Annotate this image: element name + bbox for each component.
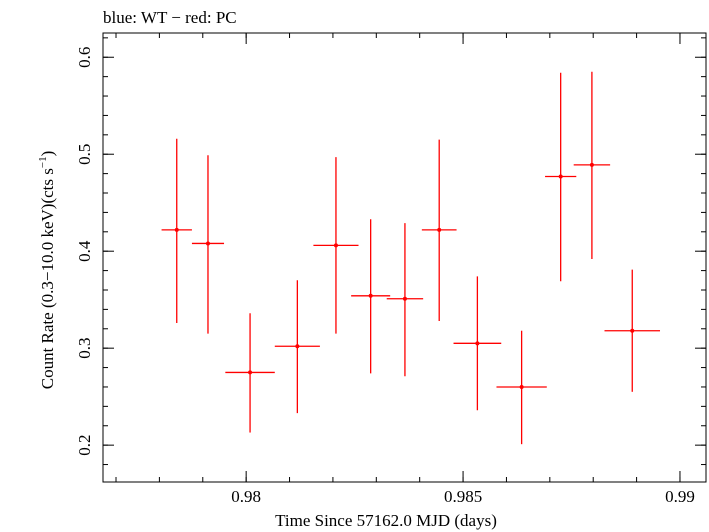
y-tick-label: 0.2 xyxy=(75,435,94,456)
data-point xyxy=(386,223,424,377)
point-marker xyxy=(174,227,179,232)
point-marker xyxy=(205,241,210,246)
chart-title: blue: WT − red: PC xyxy=(103,8,237,27)
data-point xyxy=(496,330,547,445)
tick-labels: 0.98 0.985 0.99 0.2 0.3 0.4 0.5 0.6 xyxy=(75,47,695,506)
data-point xyxy=(573,71,611,259)
data-point xyxy=(274,280,320,414)
point-marker xyxy=(558,174,563,179)
y-tick-label: 0.6 xyxy=(75,47,94,68)
data-point xyxy=(225,313,275,433)
y-tick-label: 0.3 xyxy=(75,338,94,359)
plot-frame xyxy=(102,32,707,483)
point-marker xyxy=(630,328,635,333)
y-axis-label-exponent: −1 xyxy=(37,156,49,168)
x-tick-label: 0.99 xyxy=(665,487,695,506)
x-axis-label: Time Since 57162.0 MJD (days) xyxy=(275,511,497,530)
data-point xyxy=(421,139,457,322)
axis-ticks xyxy=(103,33,706,482)
data-point xyxy=(313,157,359,334)
data-point xyxy=(161,138,192,323)
point-marker xyxy=(333,243,338,248)
point-marker xyxy=(519,384,524,389)
y-axis-label-main: Count Rate (0.3−10.0 keV)(cts s xyxy=(38,168,57,389)
point-marker xyxy=(475,341,480,346)
x-tick-label: 0.985 xyxy=(444,487,482,506)
data-point xyxy=(351,219,391,374)
point-marker xyxy=(589,162,594,167)
data-point xyxy=(191,155,225,334)
x-tick-label: 0.98 xyxy=(231,487,261,506)
point-marker xyxy=(402,296,407,301)
point-marker xyxy=(295,344,300,349)
data-point xyxy=(545,72,577,282)
y-tick-label: 0.4 xyxy=(75,240,94,262)
data-point xyxy=(453,276,502,411)
point-marker xyxy=(437,227,442,232)
y-tick-label: 0.5 xyxy=(75,144,94,165)
data-marks xyxy=(161,71,661,445)
y-axis-label: Count Rate (0.3−10.0 keV)(cts s−1) xyxy=(37,151,57,390)
data-point xyxy=(604,269,661,392)
y-axis-label-close: ) xyxy=(38,151,57,157)
point-marker xyxy=(368,293,373,298)
point-marker xyxy=(248,370,253,375)
